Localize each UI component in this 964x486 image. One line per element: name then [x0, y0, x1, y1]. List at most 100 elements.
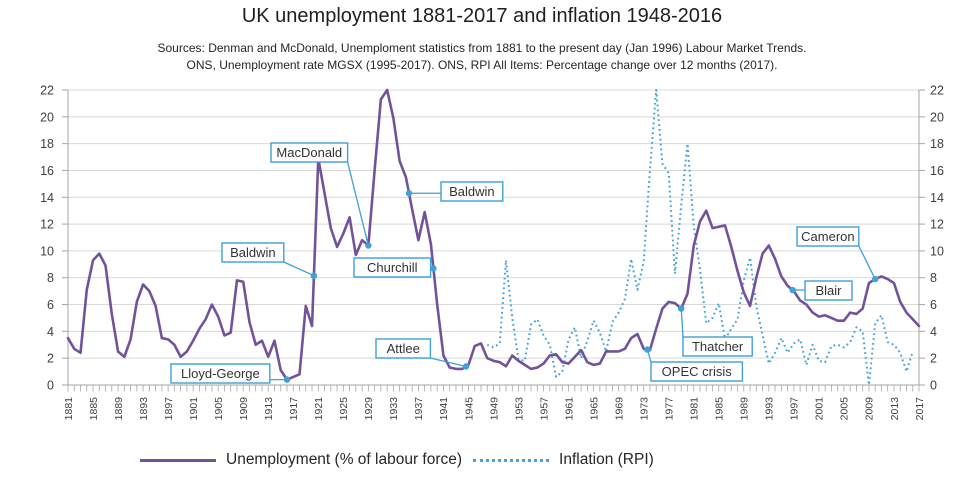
annotation-dot [430, 265, 437, 272]
x-axis-label: 1909 [238, 397, 250, 421]
y-axis-label: 6 [930, 298, 937, 312]
unemployment-line-swatch [140, 458, 216, 462]
y-axis-label: 0 [930, 379, 937, 393]
y-axis-label: 0 [47, 379, 54, 393]
x-axis-label: 1913 [263, 397, 275, 421]
x-axis-label: 1973 [638, 397, 650, 421]
annotation-box [375, 338, 432, 359]
annotation-dot [405, 190, 413, 197]
x-axis-label: 2005 [839, 397, 851, 421]
y-axis-label: 2 [930, 352, 937, 366]
annotation-lloyd-george: Lloyd-George [170, 363, 291, 384]
annotation-dot [462, 363, 470, 370]
annotation-baldwin: Baldwin [405, 181, 504, 202]
x-axis-label: 2017 [914, 397, 926, 421]
annotation-label: Lloyd-George [181, 366, 260, 381]
unemployment-series-line [66, 88, 921, 381]
annotation-label: Thatcher [692, 339, 744, 354]
y-axis-label: 16 [40, 164, 54, 178]
annotation-blair: Blair [789, 280, 853, 301]
y-axis-label: 20 [930, 110, 944, 124]
annotation-leader-line [680, 308, 684, 338]
x-axis-label: 1929 [363, 397, 375, 421]
y-axis-label: 4 [47, 325, 54, 339]
y-axis-label: 8 [47, 271, 54, 285]
y-axis-label: 10 [40, 244, 54, 258]
annotation-label: Cameron [801, 229, 854, 244]
annotation-attlee: Attlee [375, 338, 470, 370]
y-axis-label: 8 [930, 271, 937, 285]
annotation-cameron: Cameron [796, 226, 879, 283]
x-axis-label: 1945 [463, 397, 475, 421]
x-axis-label: 1949 [488, 397, 500, 421]
annotation-dot [283, 376, 291, 383]
y-axis-label: 18 [930, 137, 944, 151]
y-axis-label: 14 [40, 191, 54, 205]
annotation-label: OPEC crisis [662, 364, 733, 379]
y-axis-label: 12 [40, 218, 54, 232]
y-axis-label: 22 [930, 84, 944, 98]
annotation-label: Attlee [387, 341, 420, 356]
annotation-box [170, 363, 271, 384]
x-axis-label: 1897 [163, 397, 175, 421]
x-axis-label: 1977 [664, 397, 676, 421]
y-axis-label: 12 [930, 218, 944, 232]
annotation-box [650, 361, 744, 382]
annotation-label: Baldwin [449, 184, 495, 199]
x-axis-label: 1893 [138, 397, 150, 421]
annotation-dot [678, 305, 685, 312]
legend-label-unemployment: Unemployment (% of labour force) [226, 451, 463, 468]
annotation-label: Baldwin [230, 245, 276, 260]
x-axis-label: 1901 [188, 397, 200, 421]
annotation-leader-line [430, 357, 467, 368]
x-axis-label: 2013 [889, 397, 901, 421]
annotation-dot [365, 242, 372, 249]
legend-item-inflation: Inflation (RPI) [473, 451, 654, 469]
inflation-line-swatch [473, 458, 550, 462]
annotation-dot [644, 346, 651, 353]
x-axis-label: 2001 [814, 397, 826, 421]
x-axis-label: 1957 [538, 397, 550, 421]
annotation-dot [789, 286, 796, 294]
x-axis-label: 1881 [63, 397, 75, 421]
x-axis-label: 1985 [714, 397, 726, 421]
annotation-label: Churchill [367, 260, 418, 275]
annotation-opec-crisis: OPEC crisis [644, 346, 744, 382]
y-axis-label: 4 [930, 325, 937, 339]
x-axis-label: 1989 [739, 397, 751, 421]
chart-legend: Unemployment (% of labour force) Inflati… [140, 451, 654, 469]
x-axis-label: 1921 [313, 397, 325, 421]
legend-label-inflation: Inflation (RPI) [559, 451, 654, 468]
y-axis-label: 18 [40, 137, 54, 151]
y-axis-label: 2 [47, 352, 54, 366]
annotation-box [682, 336, 753, 357]
chart-source-line-1: Sources: Denman and McDonald, Unemplomen… [157, 41, 807, 55]
annotation-churchill: Churchill [353, 257, 437, 278]
x-axis-label: 1889 [113, 397, 125, 421]
annotation-label: Blair [815, 283, 842, 298]
annotation-macdonald: MacDonald [270, 142, 372, 249]
annotation-thatcher: Thatcher [678, 305, 753, 357]
x-axis-label: 1925 [338, 397, 350, 421]
x-axis-label: 1981 [689, 397, 701, 421]
legend-item-unemployment: Unemployment (% of labour force) [140, 451, 462, 469]
x-axis-label: 1941 [438, 397, 450, 421]
x-axis-label: 1953 [513, 397, 525, 421]
annotation-box [796, 226, 860, 247]
annotation-box [804, 280, 853, 301]
annotation-box [270, 142, 349, 163]
x-axis-label: 1993 [764, 397, 776, 421]
x-axis-label: 1933 [388, 397, 400, 421]
x-axis-label: 1885 [88, 397, 100, 421]
chart-title: UK unemployment 1881-2017 and inflation … [241, 5, 723, 27]
x-axis-label: 1917 [288, 397, 300, 421]
x-axis-label: 1997 [789, 397, 801, 421]
y-axis-label: 10 [930, 244, 944, 258]
annotation-box [221, 242, 285, 263]
x-axis-label: 1965 [588, 397, 600, 421]
annotation-dot [310, 272, 318, 279]
x-axis-label: 2009 [864, 397, 876, 421]
chart-source-line-2: ONS, Unemployment rate MGSX (1995-2017).… [186, 58, 778, 72]
